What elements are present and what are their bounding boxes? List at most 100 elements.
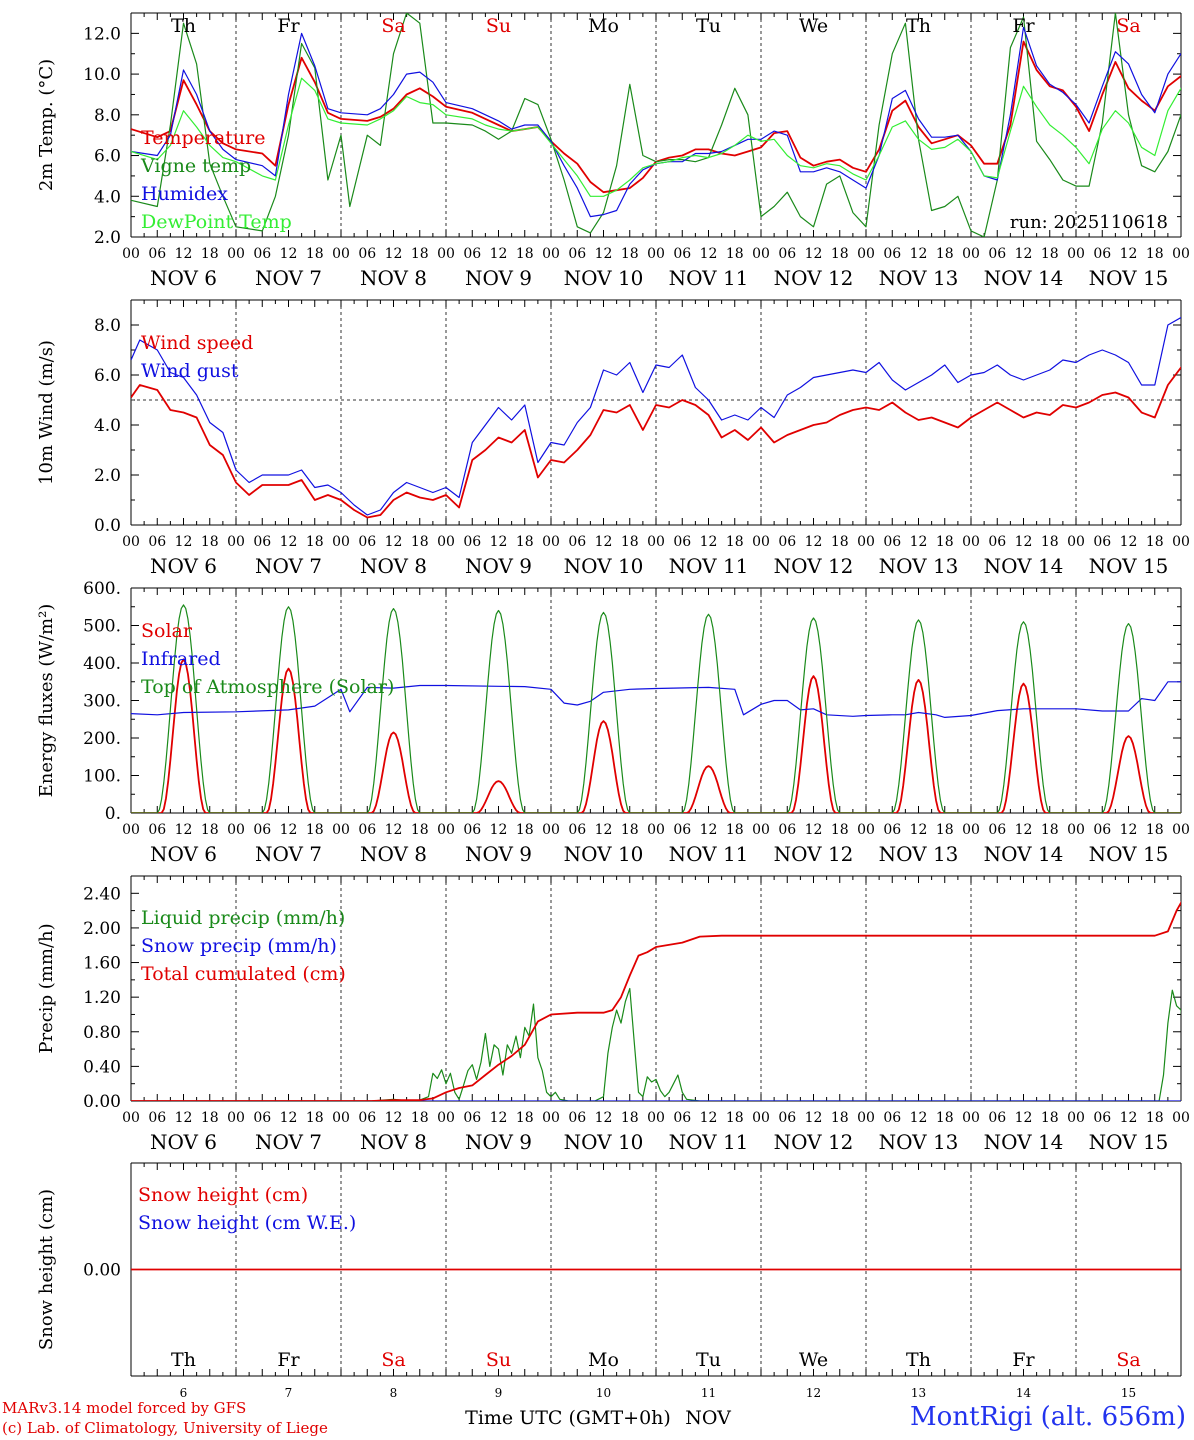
y-tick-label: 8.0 (94, 106, 121, 126)
date-label: NOV 7 (255, 842, 322, 866)
date-label: NOV 8 (360, 554, 427, 578)
hour-tick-label: 18 (621, 534, 639, 550)
date-label: NOV 10 (564, 842, 644, 866)
hour-tick-label: 18 (411, 822, 429, 838)
hour-tick-label: 12 (385, 534, 403, 550)
day-number-label: 10 (596, 1386, 611, 1400)
hour-tick-label: 00 (962, 246, 980, 262)
hour-tick-label: 00 (1172, 534, 1190, 550)
hour-tick-label: 00 (1172, 1110, 1190, 1126)
series-line-dewpoint-temp (131, 77, 1181, 197)
hour-tick-label: 18 (726, 246, 744, 262)
hour-tick-label: 06 (568, 822, 586, 838)
date-label: NOV 14 (984, 842, 1064, 866)
hour-tick-label: 06 (778, 246, 796, 262)
date-label: NOV 14 (984, 554, 1064, 578)
hour-tick-label: 00 (1067, 822, 1085, 838)
date-label: NOV 13 (879, 1130, 959, 1154)
hour-tick-label: 18 (201, 246, 219, 262)
weekday-label: Th (171, 15, 196, 37)
series-group (131, 900, 1181, 1101)
hour-tick-label: 12 (805, 246, 823, 262)
hour-tick-label: 12 (910, 246, 928, 262)
weekday-label: Su (486, 15, 511, 37)
y-tick-label: 0.40 (83, 1057, 121, 1077)
y-tick-label: 10.0 (83, 65, 121, 85)
hour-tick-label: 00 (857, 246, 875, 262)
hour-tick-label: 18 (1041, 534, 1059, 550)
date-label: NOV 10 (564, 1130, 644, 1154)
hour-tick-label: 12 (700, 246, 718, 262)
hour-tick-label: 12 (175, 1110, 193, 1126)
date-label: NOV 13 (879, 554, 959, 578)
date-label: NOV 8 (360, 842, 427, 866)
date-label: NOV 6 (150, 1130, 217, 1154)
hour-tick-label: 06 (463, 246, 481, 262)
weekday-label: Sa (1116, 15, 1140, 37)
date-label: NOV 6 (150, 842, 217, 866)
date-label: NOV 11 (669, 554, 749, 578)
hour-tick-label: 18 (1041, 246, 1059, 262)
legend-snow-precip-mm-h: Snow precip (mm/h) (141, 935, 337, 957)
weekday-label: Th (906, 1349, 931, 1371)
hour-tick-label: 06 (463, 822, 481, 838)
legend-top-of-atmosphere-solar: Top of Atmosphere (Solar) (141, 676, 394, 698)
date-label: NOV 13 (879, 842, 959, 866)
hour-tick-label: 18 (621, 246, 639, 262)
series-line-liquid-precip-mm-h (131, 987, 1181, 1101)
y-tick-label: 0.00 (83, 1092, 121, 1112)
hour-tick-label: 18 (516, 534, 534, 550)
series-group (131, 13, 1181, 237)
hour-tick-label: 06 (673, 534, 691, 550)
hour-tick-label: 12 (910, 822, 928, 838)
y-tick-label: 600. (83, 579, 121, 599)
hour-tick-label: 00 (857, 534, 875, 550)
y-axis-title: Energy fluxes (W/m²) (36, 604, 57, 798)
hour-tick-label: 12 (1015, 534, 1033, 550)
day-number-label: 15 (1121, 1386, 1136, 1400)
date-label: NOV 9 (465, 842, 532, 866)
hour-tick-label: 12 (595, 246, 613, 262)
hour-tick-label: 00 (1172, 246, 1190, 262)
hour-tick-label: 18 (621, 1110, 639, 1126)
day-number-label: 11 (701, 1386, 716, 1400)
hour-tick-label: 12 (1120, 1110, 1138, 1126)
hour-tick-label: 06 (883, 1110, 901, 1126)
panel-2: 0.0 2.0 4.0 6.0 8.0 10m Wind (m/s) Wind speed W… (36, 299, 1190, 578)
hour-tick-label: 06 (673, 246, 691, 262)
panel-3: 0. 100. 200. 300. 400. 500. 600. Energy fluxes … (36, 579, 1190, 866)
day-number-label: 14 (1016, 1386, 1032, 1400)
hour-tick-label: 06 (883, 822, 901, 838)
weekday-label: Tu (696, 1349, 721, 1371)
hour-tick-label: 12 (385, 822, 403, 838)
weekday-label: Mo (588, 15, 619, 37)
hour-tick-label: 06 (568, 246, 586, 262)
x-axis-title: Time UTC (GMT+0h) (465, 1407, 671, 1429)
hour-tick-label: 06 (463, 534, 481, 550)
hour-tick-label: 18 (831, 822, 849, 838)
series-line-wind-gust (131, 316, 1181, 516)
y-tick-label: 12.0 (83, 24, 121, 44)
hour-tick-label: 18 (306, 534, 324, 550)
hour-tick-label: 06 (988, 822, 1006, 838)
y-tick-label: 300. (83, 692, 121, 712)
hour-tick-label: 12 (280, 246, 298, 262)
hour-tick-label: 06 (883, 246, 901, 262)
series-line-infrared (131, 681, 1181, 718)
hour-tick-label: 06 (778, 534, 796, 550)
legend-vigne-temp: Vigne temp (140, 155, 251, 177)
hour-tick-label: 00 (752, 534, 770, 550)
weekday-label: Fr (277, 15, 300, 37)
legend-liquid-precip-mm-h: Liquid precip (mm/h) (141, 907, 345, 929)
hour-tick-label: 18 (621, 822, 639, 838)
hour-tick-label: 00 (647, 534, 665, 550)
date-label: NOV 9 (465, 266, 532, 290)
hour-tick-label: 00 (227, 822, 245, 838)
date-label: NOV 12 (774, 1130, 854, 1154)
y-axis-title: Precip (mm/h) (36, 923, 57, 1053)
legend-dewpoint-temp: DewPoint Temp (141, 211, 292, 233)
hour-tick-label: 00 (227, 246, 245, 262)
hour-tick-label: 06 (358, 246, 376, 262)
series-line-solar (131, 658, 1181, 813)
hour-tick-label: 18 (1146, 534, 1164, 550)
